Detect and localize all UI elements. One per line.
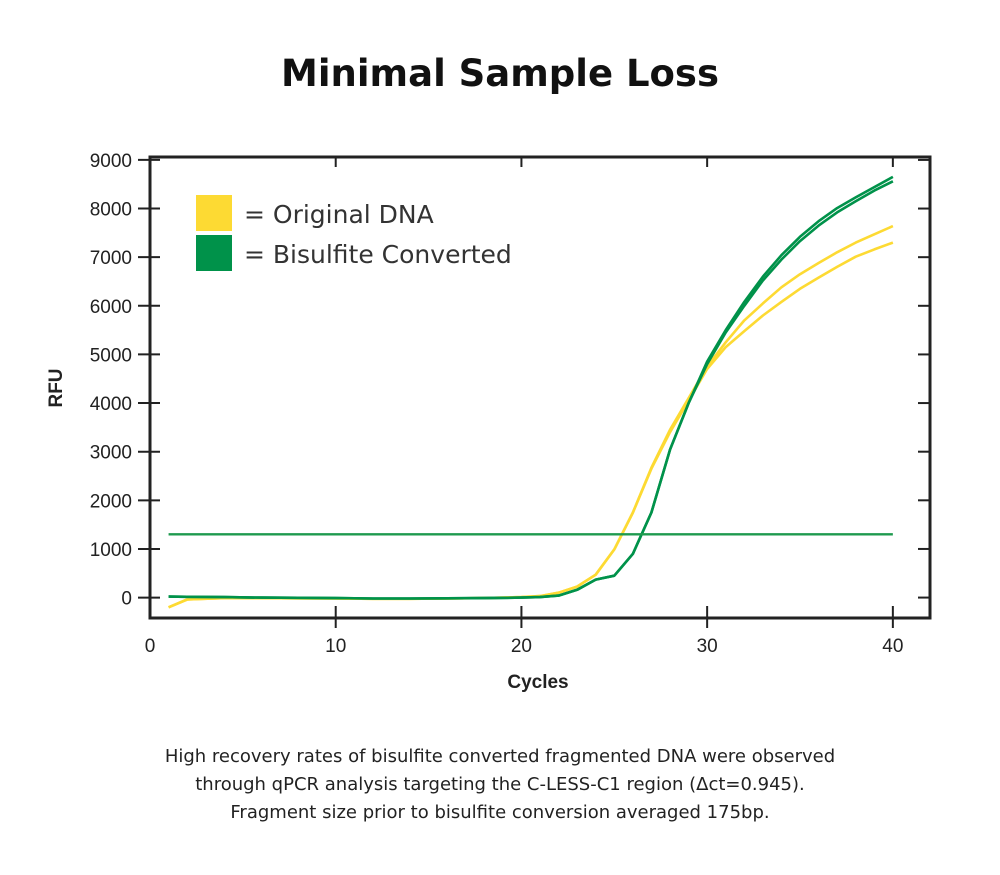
ticks: 0 1000 2000 3000 4000 5000 6000 7000 8000 9000 0 10…	[90, 151, 930, 657]
x-tick-label: 0	[145, 636, 156, 657]
series-line-0	[168, 224, 894, 609]
y-tick-label: 8000	[90, 200, 132, 221]
legend-label: = Original DNA	[244, 200, 434, 229]
x-axis-label: Cycles	[507, 672, 568, 693]
y-tick-label: 0	[121, 589, 132, 610]
caption-line: through qPCR analysis targeting the C-LE…	[195, 774, 805, 795]
caption-line: Fragment size prior to bisulfite convers…	[230, 802, 770, 823]
caption: High recovery rates of bisulfite convert…	[0, 743, 1000, 827]
legend: = Original DNA = Bisulfite Converted	[196, 195, 512, 271]
series-line-3	[168, 175, 894, 600]
legend-swatch	[196, 235, 232, 271]
x-tick-label: 10	[325, 636, 346, 657]
curves	[168, 175, 894, 609]
y-tick-label: 2000	[90, 491, 132, 512]
x-tick-label: 30	[697, 636, 718, 657]
y-tick-label: 5000	[90, 345, 132, 366]
x-tick-label: 40	[882, 636, 903, 657]
legend-label: = Bisulfite Converted	[244, 240, 512, 269]
page-title: Minimal Sample Loss	[281, 52, 719, 95]
y-tick-label: 6000	[90, 297, 132, 318]
caption-line: High recovery rates of bisulfite convert…	[164, 746, 836, 767]
y-tick-label: 1000	[90, 540, 132, 561]
y-tick-label: 9000	[90, 151, 132, 172]
legend-swatch	[196, 195, 232, 231]
y-tick-label: 3000	[90, 443, 132, 464]
x-tick-label: 20	[511, 636, 532, 657]
y-axis-label: RFU	[46, 368, 67, 407]
qpcr-chart: 0 1000 2000 3000 4000 5000 6000 7000 8000 9000 0 10…	[46, 151, 932, 693]
y-tick-label: 4000	[90, 394, 132, 415]
y-tick-label: 7000	[90, 248, 132, 269]
series-line-1	[168, 241, 894, 609]
plot-frame	[148, 155, 932, 620]
